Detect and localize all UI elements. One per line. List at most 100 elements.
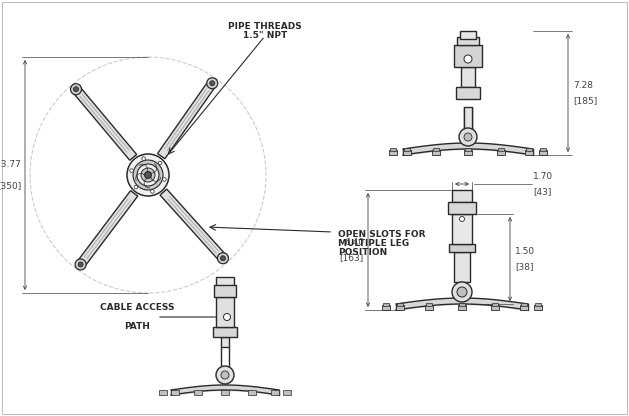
Bar xyxy=(216,277,234,287)
Bar xyxy=(396,305,404,310)
Bar xyxy=(213,327,237,337)
Polygon shape xyxy=(160,189,226,261)
Bar xyxy=(539,150,547,155)
Text: Ø13.77: Ø13.77 xyxy=(0,160,21,169)
Circle shape xyxy=(130,169,133,172)
Circle shape xyxy=(452,282,472,302)
Bar xyxy=(214,285,236,297)
Text: MULTIPLE LEG: MULTIPLE LEG xyxy=(338,239,409,248)
Circle shape xyxy=(223,314,230,320)
Bar xyxy=(271,390,279,395)
Text: POSITION: POSITION xyxy=(338,248,387,257)
Bar xyxy=(496,150,504,155)
Circle shape xyxy=(145,171,152,178)
Bar xyxy=(403,150,411,155)
Bar xyxy=(464,150,472,155)
Bar xyxy=(431,150,440,155)
Circle shape xyxy=(141,168,155,182)
Bar xyxy=(449,244,475,252)
Circle shape xyxy=(159,161,162,165)
Circle shape xyxy=(163,178,166,181)
Bar xyxy=(390,148,396,151)
Bar xyxy=(426,303,432,306)
Circle shape xyxy=(75,259,86,270)
Text: CABLE ACCESS: CABLE ACCESS xyxy=(100,303,174,312)
Text: 1.70: 1.70 xyxy=(533,172,553,181)
Text: [38]: [38] xyxy=(515,262,533,271)
Bar xyxy=(464,107,472,129)
Bar xyxy=(520,305,528,310)
Bar xyxy=(465,148,471,151)
Circle shape xyxy=(134,185,138,189)
Bar xyxy=(458,305,466,310)
Circle shape xyxy=(218,253,228,264)
Bar xyxy=(457,37,479,45)
Circle shape xyxy=(207,78,218,89)
Polygon shape xyxy=(157,81,216,159)
Text: 1.5" NPT: 1.5" NPT xyxy=(243,31,287,40)
Circle shape xyxy=(78,262,83,267)
Circle shape xyxy=(459,128,477,146)
Bar xyxy=(521,303,527,306)
Circle shape xyxy=(150,190,154,193)
Polygon shape xyxy=(77,191,138,267)
Bar xyxy=(159,390,167,395)
Bar xyxy=(540,148,546,151)
Bar xyxy=(452,214,472,244)
Bar xyxy=(534,305,542,310)
Bar xyxy=(461,67,475,87)
Bar xyxy=(397,303,403,306)
Text: [185]: [185] xyxy=(573,96,598,105)
Bar xyxy=(221,390,229,395)
Circle shape xyxy=(137,164,159,186)
Bar xyxy=(248,390,256,395)
Bar xyxy=(452,190,472,202)
Circle shape xyxy=(209,81,214,86)
Bar xyxy=(425,305,433,310)
Circle shape xyxy=(221,371,229,379)
Circle shape xyxy=(216,366,234,384)
Bar xyxy=(216,297,234,327)
Bar xyxy=(433,148,438,151)
Text: 6.40: 6.40 xyxy=(344,238,364,247)
Text: 7.28: 7.28 xyxy=(573,81,593,90)
Bar xyxy=(404,148,410,151)
Circle shape xyxy=(464,55,472,63)
Text: PIPE THREADS: PIPE THREADS xyxy=(228,22,302,31)
Bar xyxy=(459,303,465,306)
Bar xyxy=(460,31,476,39)
Bar xyxy=(383,303,389,306)
Bar xyxy=(454,45,482,67)
Circle shape xyxy=(460,216,464,221)
Circle shape xyxy=(142,157,145,161)
Text: OPEN SLOTS FOR: OPEN SLOTS FOR xyxy=(338,230,425,239)
Bar xyxy=(171,390,179,395)
Bar xyxy=(448,202,476,214)
Text: [163]: [163] xyxy=(340,253,364,262)
Circle shape xyxy=(220,256,225,261)
Circle shape xyxy=(457,287,467,297)
Bar xyxy=(491,305,499,310)
Bar xyxy=(389,150,397,155)
Bar xyxy=(454,252,470,282)
Circle shape xyxy=(74,87,79,92)
Bar xyxy=(221,337,229,347)
Text: [43]: [43] xyxy=(533,187,552,196)
Bar xyxy=(382,305,390,310)
Circle shape xyxy=(70,84,82,95)
Bar xyxy=(498,148,503,151)
Bar xyxy=(194,390,202,395)
Text: [350]: [350] xyxy=(0,181,21,190)
Circle shape xyxy=(133,160,163,190)
Bar xyxy=(492,303,498,306)
Bar xyxy=(525,150,533,155)
Circle shape xyxy=(464,133,472,141)
Bar xyxy=(535,303,541,306)
Circle shape xyxy=(127,154,169,196)
Text: PATH: PATH xyxy=(124,322,150,331)
Bar xyxy=(283,390,291,395)
Text: 1.50: 1.50 xyxy=(515,247,535,256)
Bar xyxy=(456,87,480,99)
Polygon shape xyxy=(72,86,136,160)
Bar xyxy=(526,148,532,151)
